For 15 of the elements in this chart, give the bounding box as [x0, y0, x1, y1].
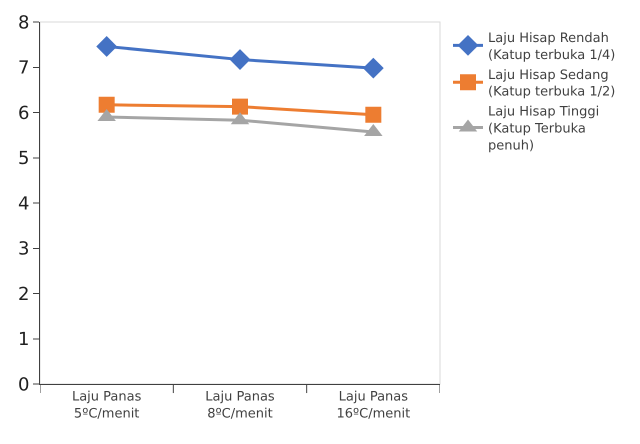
y-tick-label: 1	[18, 329, 30, 350]
x-tick-label: Laju Panas 16ºC/menit	[336, 390, 410, 422]
y-tick-label: 3	[18, 238, 30, 260]
y-tick-label: 8	[18, 12, 30, 34]
legend-label: Laju Hisap Rendah (Katup terbuka 1/4)	[488, 31, 616, 63]
y-tick-label: 6	[18, 102, 30, 124]
y-tick-label: 7	[18, 58, 30, 79]
y-tick-label: 0	[18, 374, 30, 396]
y-tick-label: 2	[18, 284, 30, 305]
x-tick-label: Laju Panas 8ºC/menit	[205, 390, 275, 422]
legend-label: Laju Hisap Sedang (Katup terbuka 1/2)	[488, 68, 616, 100]
y-tick-label: 5	[18, 148, 30, 170]
y-tick-label: 4	[18, 193, 30, 214]
x-tick-label: Laju Panas 5ºC/menit	[72, 390, 142, 422]
legend-label: Laju Hisap Tinggi (Katup Terbuka penuh)	[488, 104, 600, 154]
